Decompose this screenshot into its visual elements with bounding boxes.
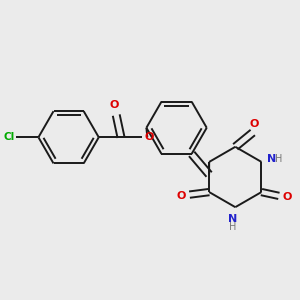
Text: H: H: [229, 222, 236, 232]
Text: Cl: Cl: [3, 132, 15, 142]
Text: O: O: [144, 132, 154, 142]
Text: H: H: [275, 154, 283, 164]
Text: N: N: [228, 214, 237, 224]
Text: O: O: [283, 193, 292, 202]
Text: N: N: [267, 154, 276, 164]
Text: O: O: [250, 119, 259, 129]
Text: O: O: [110, 100, 119, 110]
Text: O: O: [176, 191, 186, 201]
